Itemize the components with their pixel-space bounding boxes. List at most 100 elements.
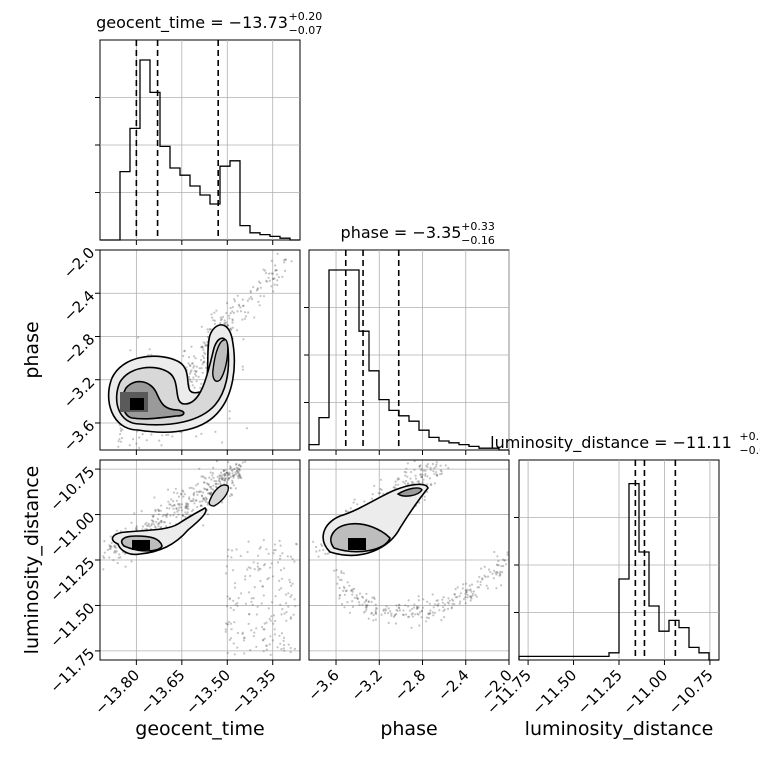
sample-point [263, 628, 266, 631]
sample-point [207, 483, 210, 486]
x-tick-label: −2.8 [391, 666, 429, 704]
y-tick-label: −2.0 [60, 244, 98, 282]
sample-point [231, 494, 234, 497]
sample-point [407, 599, 410, 602]
sample-point [397, 477, 401, 481]
sample-point [232, 311, 235, 314]
sample-point [236, 468, 239, 471]
sample-point [130, 521, 133, 524]
sample-point [469, 599, 472, 602]
sample-point [231, 306, 234, 309]
sample-point [466, 596, 469, 599]
sample-point [257, 300, 260, 303]
sample-point [279, 642, 282, 645]
sample-point [289, 646, 292, 650]
sample-point [394, 480, 397, 483]
sample-point [262, 628, 265, 631]
sample-point [205, 488, 208, 491]
sample-point [114, 551, 117, 554]
contour-tail [212, 339, 229, 382]
sample-point [426, 463, 429, 466]
sample-point [163, 513, 166, 517]
sample-point [243, 652, 246, 655]
sample-point [202, 361, 205, 364]
sample-point [283, 612, 286, 615]
sample-point [502, 564, 505, 568]
sample-point [103, 551, 106, 554]
sample-point [162, 521, 165, 524]
sample-point [185, 502, 188, 505]
sample-point [206, 503, 209, 506]
sample-point [426, 483, 429, 486]
sample-point [363, 601, 366, 604]
sample-point [150, 433, 153, 436]
sample-point [429, 466, 432, 469]
sample-point [269, 619, 272, 622]
sample-point [465, 591, 468, 594]
sample-point [418, 464, 421, 467]
sample-point [147, 524, 150, 527]
sample-point [351, 593, 354, 596]
sample-point [500, 565, 503, 568]
sample-point [339, 593, 342, 597]
sample-point [429, 609, 432, 612]
sample-point [206, 488, 209, 491]
sample-point [232, 474, 235, 477]
sample-point [256, 562, 259, 565]
sample-point [272, 277, 275, 280]
sample-point [199, 504, 202, 507]
sample-point [413, 460, 416, 463]
sample-point [239, 476, 242, 479]
sample-point [232, 474, 235, 477]
sample-point [441, 601, 444, 604]
sample-point [223, 479, 226, 482]
sample-point [284, 593, 288, 596]
sample-point [469, 596, 472, 599]
sample-point [433, 467, 436, 470]
sample-point [192, 493, 195, 496]
sample-point [276, 279, 279, 282]
sample-point [262, 564, 266, 567]
sample-point [416, 480, 419, 483]
sample-point [223, 477, 226, 480]
sample-point [274, 548, 277, 552]
sample-point [188, 486, 191, 490]
y-tick-label: −11.25 [46, 554, 98, 606]
sample-point [227, 314, 231, 317]
sample-point [202, 481, 205, 484]
sample-point [170, 498, 173, 501]
sample-point [175, 516, 178, 519]
sample-point [261, 585, 264, 588]
x-tick-label: −11.25 [574, 666, 626, 718]
sample-point [443, 608, 446, 611]
sample-point [464, 602, 467, 605]
sample-point [427, 613, 430, 616]
sample-point [237, 474, 240, 477]
sample-point [365, 592, 368, 596]
sample-point [194, 370, 198, 373]
sample-point [218, 480, 222, 483]
sample-point [421, 476, 424, 479]
sample-point [240, 592, 243, 595]
sample-point [220, 471, 223, 474]
sample-point [109, 535, 112, 538]
sample-point [458, 595, 461, 598]
sample-point [283, 649, 286, 652]
sample-point [284, 602, 288, 605]
sample-point [108, 545, 112, 548]
sample-point [193, 502, 196, 505]
sample-point [190, 486, 193, 489]
sample-point [462, 583, 465, 586]
sample-point [261, 585, 264, 588]
sample-point [290, 584, 293, 587]
sample-point [197, 491, 200, 494]
sample-point [235, 473, 238, 476]
sample-point [241, 631, 244, 634]
sample-point [189, 500, 192, 503]
sample-point [489, 570, 492, 573]
sample-point [137, 336, 140, 339]
sample-point [293, 647, 296, 651]
sample-point [343, 587, 346, 590]
sample-point [160, 519, 163, 523]
sample-point [230, 556, 233, 559]
